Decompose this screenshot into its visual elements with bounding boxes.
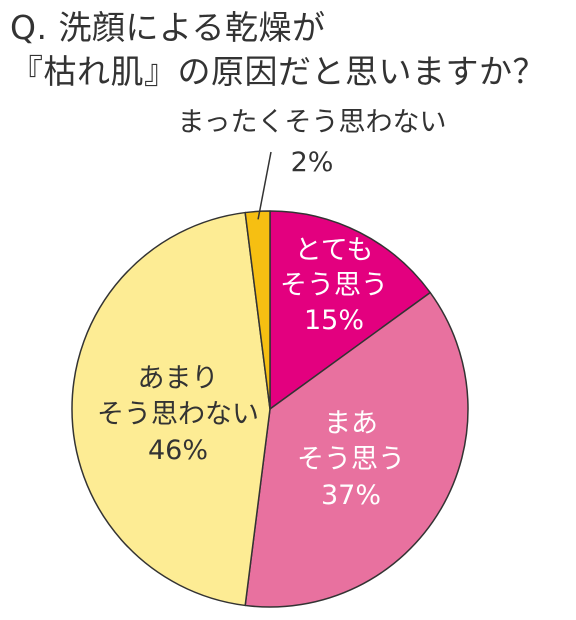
- slice-label-1: とても: [295, 235, 374, 266]
- slice-label-2: そう思う: [297, 444, 405, 475]
- chart-title: Q. 洗顔による乾燥が 『枯れ肌』の原因だと思いますか？: [10, 6, 570, 94]
- slice-label-3: そう思わない: [97, 399, 259, 430]
- pie-slice-3: [71, 211, 271, 607]
- slice-label-4: まったくそう思わない: [178, 107, 447, 138]
- pie-slice-2: [244, 291, 469, 608]
- slice-value-3: 46%: [148, 435, 208, 466]
- slice-label-1: そう思う: [280, 270, 388, 301]
- slice-label-2: まあ: [324, 408, 378, 439]
- slice-value-1: 15%: [304, 305, 364, 336]
- pie-slice-4: [244, 210, 271, 410]
- chart-title-line-2: 『枯れ肌』の原因だと思いますか？: [10, 52, 546, 91]
- slice-value-2: 37%: [321, 480, 381, 511]
- chart-title-line-1: Q. 洗顔による乾燥が: [10, 8, 326, 47]
- leader-line: [257, 151, 272, 220]
- slice-value-4: 2%: [291, 147, 334, 178]
- pie-slice-1: [269, 210, 431, 410]
- slice-label-3: あまり: [138, 363, 219, 394]
